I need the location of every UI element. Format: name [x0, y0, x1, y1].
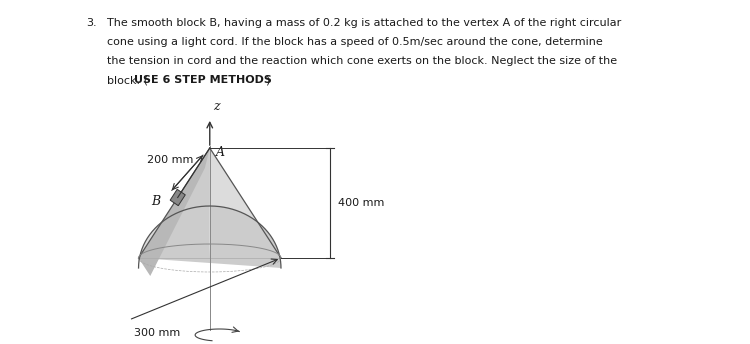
Text: B: B	[151, 195, 160, 208]
Text: 300 mm: 300 mm	[134, 328, 180, 338]
Text: The smooth block B, having a mass of 0.2 kg is attached to the vertex A of the r: The smooth block B, having a mass of 0.2…	[107, 18, 622, 28]
Text: ): )	[266, 75, 270, 85]
Text: 3.: 3.	[86, 18, 97, 28]
Text: z: z	[213, 100, 219, 113]
Text: 200 mm: 200 mm	[147, 155, 193, 165]
Text: the tension in cord and the reaction which cone exerts on the block. Neglect the: the tension in cord and the reaction whi…	[107, 56, 617, 66]
Polygon shape	[139, 148, 281, 268]
Text: block. (: block. (	[107, 75, 148, 85]
Text: USE 6 STEP METHODS: USE 6 STEP METHODS	[134, 75, 272, 85]
Polygon shape	[170, 189, 185, 206]
Text: A: A	[215, 146, 224, 159]
Text: cone using a light cord. If the block has a speed of 0.5m/sec around the cone, d: cone using a light cord. If the block ha…	[107, 37, 603, 47]
Text: 400 mm: 400 mm	[338, 198, 384, 208]
Polygon shape	[139, 148, 210, 276]
Polygon shape	[139, 148, 281, 268]
